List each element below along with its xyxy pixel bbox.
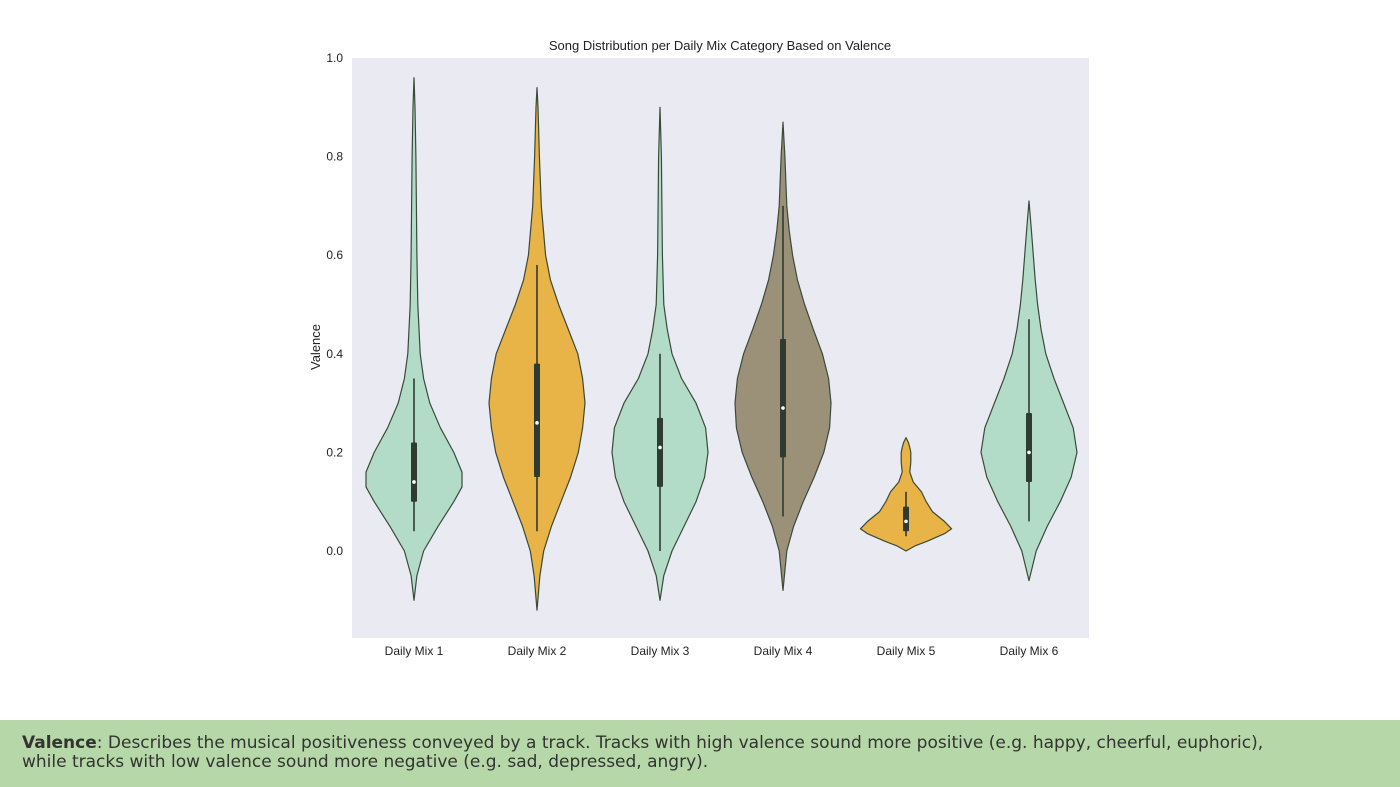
violin-chart: Song Distribution per Daily Mix Category… — [308, 38, 1089, 658]
violin-group — [980, 200, 1078, 582]
plot-area — [352, 58, 1089, 638]
x-tick-label: Daily Mix 6 — [1000, 644, 1059, 658]
x-tick-label: Daily Mix 3 — [631, 644, 690, 658]
violin-iqr-box — [1026, 412, 1032, 482]
violin-group — [859, 437, 953, 552]
violin-group — [488, 87, 586, 611]
caption-term: Valence — [22, 733, 97, 753]
x-tick-label: Daily Mix 4 — [754, 644, 813, 658]
violin-iqr-box — [903, 506, 909, 532]
y-axis-label: Valence — [308, 324, 323, 370]
x-tick-label: Daily Mix 2 — [508, 644, 567, 658]
violin-group — [365, 77, 463, 601]
violin-body — [365, 77, 463, 601]
violin-iqr-box — [411, 442, 417, 502]
caption-line-1: Valence: Describes the musical positiven… — [22, 734, 1378, 753]
violin-median-dot — [904, 519, 908, 524]
violin-iqr-box — [657, 417, 663, 487]
x-axis-ticks: Daily Mix 1 Daily Mix 2 Daily Mix 3 Daily M… — [385, 644, 1059, 658]
violin-median-dot — [1027, 450, 1031, 455]
y-axis-ticks: 0.0 0.2 0.4 0.6 0.8 1.0 — [326, 51, 343, 558]
chart-title: Song Distribution per Daily Mix Category… — [549, 38, 891, 53]
violins — [365, 77, 1078, 611]
caption-line-2: while tracks with low valence sound more… — [22, 752, 709, 772]
violin-iqr-box — [534, 363, 540, 478]
x-tick-label: Daily Mix 1 — [385, 644, 444, 658]
y-tick-label: 0.0 — [326, 544, 343, 558]
y-tick-label: 0.2 — [326, 445, 343, 459]
violin-median-dot — [412, 480, 416, 484]
violin-group — [734, 121, 832, 591]
x-tick-label: Daily Mix 5 — [877, 644, 936, 658]
violin-iqr-box — [780, 339, 786, 458]
violin-group — [611, 106, 709, 601]
y-tick-label: 0.8 — [326, 150, 343, 164]
violin-median-dot — [781, 406, 785, 410]
caption-text-1: : Describes the musical positiveness con… — [96, 733, 1264, 753]
violin-median-dot — [535, 421, 539, 425]
violin-median-dot — [658, 445, 662, 450]
y-tick-label: 0.4 — [326, 347, 343, 361]
y-tick-label: 0.6 — [326, 248, 343, 262]
caption-bar: Valence: Describes the musical positiven… — [0, 720, 1400, 787]
y-tick-label: 1.0 — [326, 51, 343, 65]
